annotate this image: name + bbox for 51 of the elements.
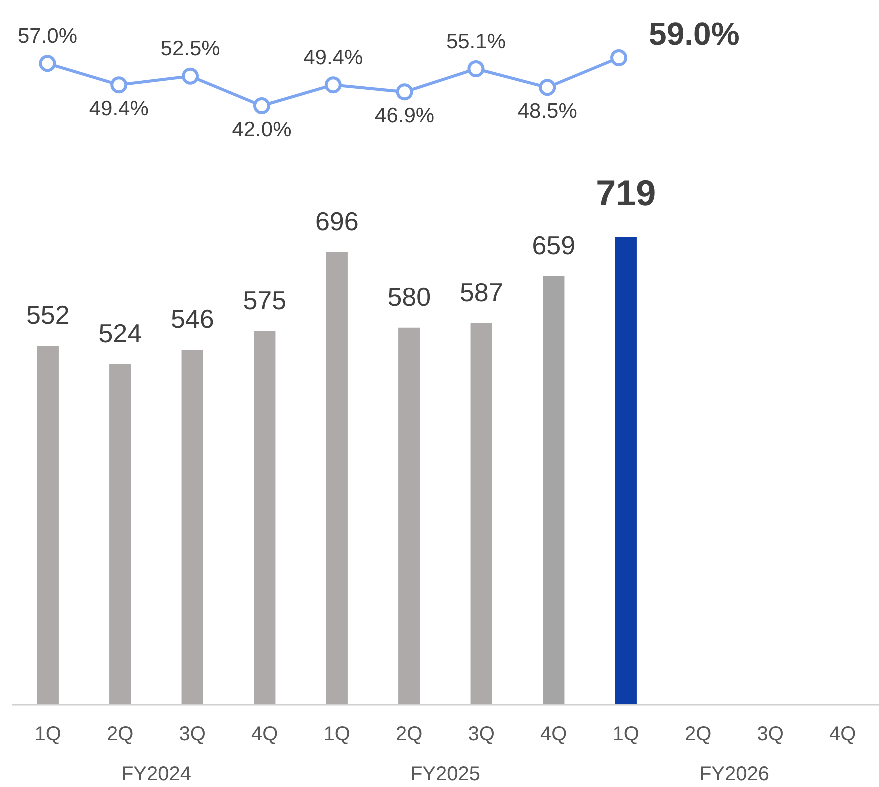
data-label: 546 bbox=[170, 304, 214, 334]
point bbox=[610, 50, 628, 66]
point bbox=[396, 84, 414, 101]
data-label: 49.4% bbox=[89, 97, 149, 120]
bar bbox=[182, 350, 204, 705]
data-label: 719 bbox=[596, 172, 656, 214]
text: FY2025 bbox=[410, 764, 481, 786]
data-label: 59.0% bbox=[649, 16, 740, 52]
x-tick-label: 2Q bbox=[685, 724, 712, 746]
bar bbox=[543, 276, 565, 705]
x-tick-label: 3Q bbox=[179, 724, 206, 746]
x-tick-label: 2Q bbox=[396, 724, 423, 746]
data-label: 42.0% bbox=[232, 118, 292, 142]
x-tick-label: 4Q bbox=[540, 724, 568, 746]
bar bbox=[326, 252, 348, 705]
point bbox=[539, 79, 556, 96]
data-label: 57.0% bbox=[18, 24, 78, 48]
data-label: 524 bbox=[98, 318, 142, 348]
data-label: 659 bbox=[532, 230, 576, 261]
x-tick-label: 1Q bbox=[34, 724, 62, 746]
point bbox=[39, 55, 56, 72]
point bbox=[253, 98, 270, 114]
x-tick-label: 4Q bbox=[252, 724, 278, 746]
x-tick-label: 4Q bbox=[830, 724, 856, 746]
point bbox=[324, 76, 342, 94]
data-label: 696 bbox=[315, 206, 359, 237]
text: FY2024 bbox=[121, 764, 192, 786]
data-label: 46.9% bbox=[375, 104, 435, 128]
data-label: 575 bbox=[243, 285, 287, 316]
bar bbox=[110, 364, 132, 705]
data-label: 48.5% bbox=[518, 100, 578, 123]
bar bbox=[254, 331, 276, 705]
bar bbox=[615, 237, 637, 705]
x-tick-label: 3Q bbox=[468, 724, 495, 746]
data-label: 580 bbox=[388, 282, 432, 312]
data-label: 55.1% bbox=[446, 30, 506, 54]
data-label: 49.4% bbox=[304, 46, 364, 70]
x-tick-label: 1Q bbox=[612, 724, 640, 746]
point bbox=[182, 68, 200, 85]
data-label: 552 bbox=[26, 300, 70, 330]
point bbox=[110, 76, 128, 94]
bar bbox=[398, 328, 420, 705]
x-tick-label: 3Q bbox=[757, 724, 784, 746]
point bbox=[468, 60, 485, 78]
data-label: 587 bbox=[460, 277, 504, 308]
text: FY2026 bbox=[699, 764, 770, 786]
x-tick-label: 1Q bbox=[324, 724, 350, 746]
data-label: 52.5% bbox=[160, 38, 220, 61]
bar bbox=[470, 323, 492, 705]
bar bbox=[37, 346, 59, 705]
x-tick-label: 2Q bbox=[107, 724, 134, 746]
